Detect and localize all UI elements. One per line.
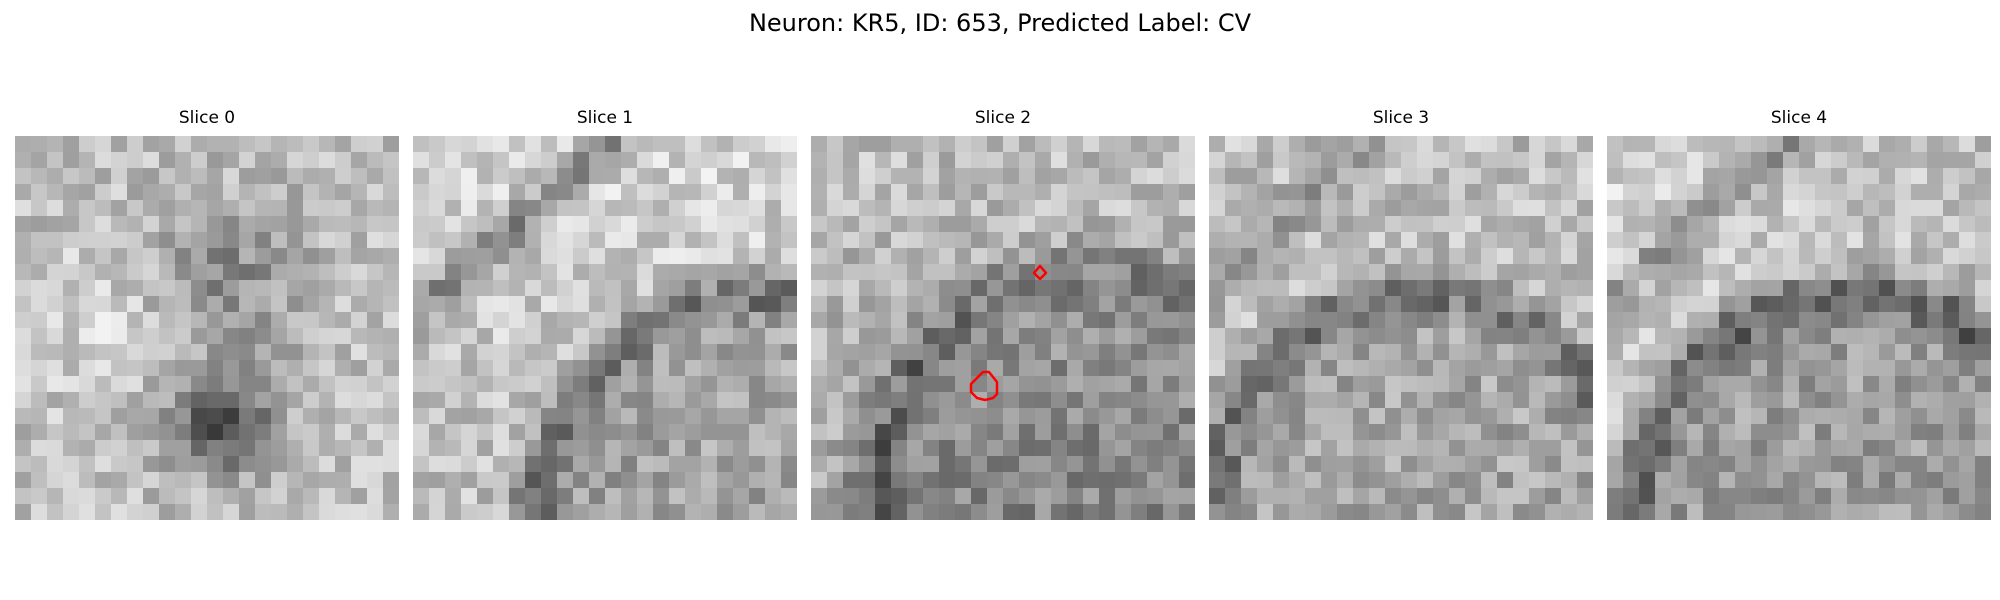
slice-title: Slice 3 [1372,108,1430,128]
slice-panel-1: Slice 1 [413,108,797,520]
slice-panel-3: Slice 3 [1209,108,1593,520]
slice-title: Slice 0 [178,108,236,128]
slice-title: Slice 2 [974,108,1032,128]
slice-image [15,136,399,520]
slice-image [1209,136,1593,520]
slice-title: Slice 4 [1770,108,1828,128]
slice-image [413,136,797,520]
slice-panel-2: Slice 2 [811,108,1195,520]
slice-title: Slice 1 [576,108,634,128]
slice-image [1607,136,1991,520]
slice-image [811,136,1195,520]
figure-title: Neuron: KR5, ID: 653, Predicted Label: C… [748,9,1252,37]
slice-panel-0: Slice 0 [15,108,399,520]
slice-panel-4: Slice 4 [1607,108,1991,520]
